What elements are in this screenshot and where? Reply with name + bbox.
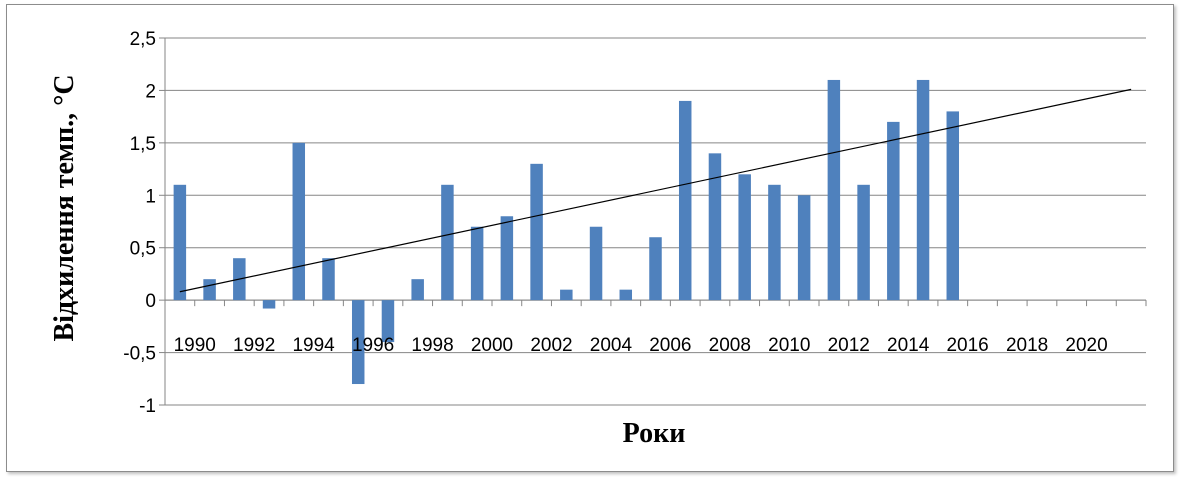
bar-1996 — [351, 300, 365, 385]
x-tick-label-1996: 1996 — [352, 335, 394, 356]
bar-1999 — [441, 184, 454, 301]
x-tick-label-2000: 2000 — [471, 335, 513, 356]
x-tick-label-2008: 2008 — [709, 335, 751, 356]
bar-1998 — [411, 279, 424, 301]
trendline-group — [179, 88, 1132, 293]
bar-2013 — [857, 184, 870, 301]
x-tick-label-1998: 1998 — [411, 335, 453, 356]
bar-2005 — [619, 289, 633, 301]
bar-2001 — [500, 216, 514, 301]
x-tick-label-2006: 2006 — [649, 335, 691, 356]
x-tick-label-1994: 1994 — [292, 335, 335, 356]
y-tick-label: 1 — [145, 186, 156, 207]
bar-1990 — [173, 184, 187, 301]
bar-2008 — [708, 153, 722, 301]
x-tick-label-2012: 2012 — [828, 335, 870, 356]
bar-1995 — [322, 258, 335, 301]
bar-2002 — [530, 163, 543, 301]
bar-1997 — [381, 300, 395, 343]
bar-2003 — [560, 289, 573, 301]
bar-2004 — [589, 226, 603, 301]
bar-2009 — [738, 174, 751, 301]
trendline — [179, 88, 1132, 293]
y-tick-label: -1 — [139, 396, 156, 417]
x-tick-label-2010: 2010 — [768, 335, 810, 356]
bar-1993 — [262, 300, 276, 309]
x-tick-labels: 1990 1992 1994 1996 1998 2000 2002 2004 2006 2008… — [174, 335, 1108, 356]
gridlines — [165, 37, 1146, 406]
x-tick-label-2002: 2002 — [530, 335, 572, 356]
bar-2012 — [827, 79, 841, 301]
bar-1991 — [203, 279, 216, 301]
bar-2016 — [946, 111, 960, 301]
x-tick-label-2018: 2018 — [1006, 335, 1048, 356]
y-tick-labels: -1 -0,5 0 0,5 1 1,5 2 2,5 — [123, 29, 156, 417]
y-axis-title: Відхилення темп., °С — [49, 74, 80, 341]
bar-2000 — [470, 226, 484, 301]
y-tick-label: 0,5 — [130, 239, 156, 260]
bar-2006 — [649, 237, 662, 301]
y-tick-label: -0,5 — [123, 344, 156, 365]
x-tick-label-1990: 1990 — [174, 335, 216, 356]
x-tick-label-2016: 2016 — [946, 335, 988, 356]
y-tick-label: 0 — [145, 291, 156, 312]
x-tick-label-2014: 2014 — [887, 335, 930, 356]
bar-2011 — [797, 195, 811, 301]
y-tick-label: 2,5 — [130, 29, 156, 50]
bar-1994 — [292, 142, 306, 301]
x-tick-label-2004: 2004 — [590, 335, 633, 356]
y-tick-label: 2 — [145, 81, 156, 102]
x-tick-label-2020: 2020 — [1065, 335, 1107, 356]
x-tick-label-1992: 1992 — [233, 335, 275, 356]
x-axis-title: Роки — [623, 418, 686, 449]
bars — [173, 79, 960, 385]
bar-2007 — [678, 100, 692, 301]
bar-2015 — [916, 79, 930, 301]
bar-2014 — [887, 121, 900, 301]
y-tick-label: 1,5 — [130, 134, 156, 155]
bar-2010 — [768, 184, 781, 301]
